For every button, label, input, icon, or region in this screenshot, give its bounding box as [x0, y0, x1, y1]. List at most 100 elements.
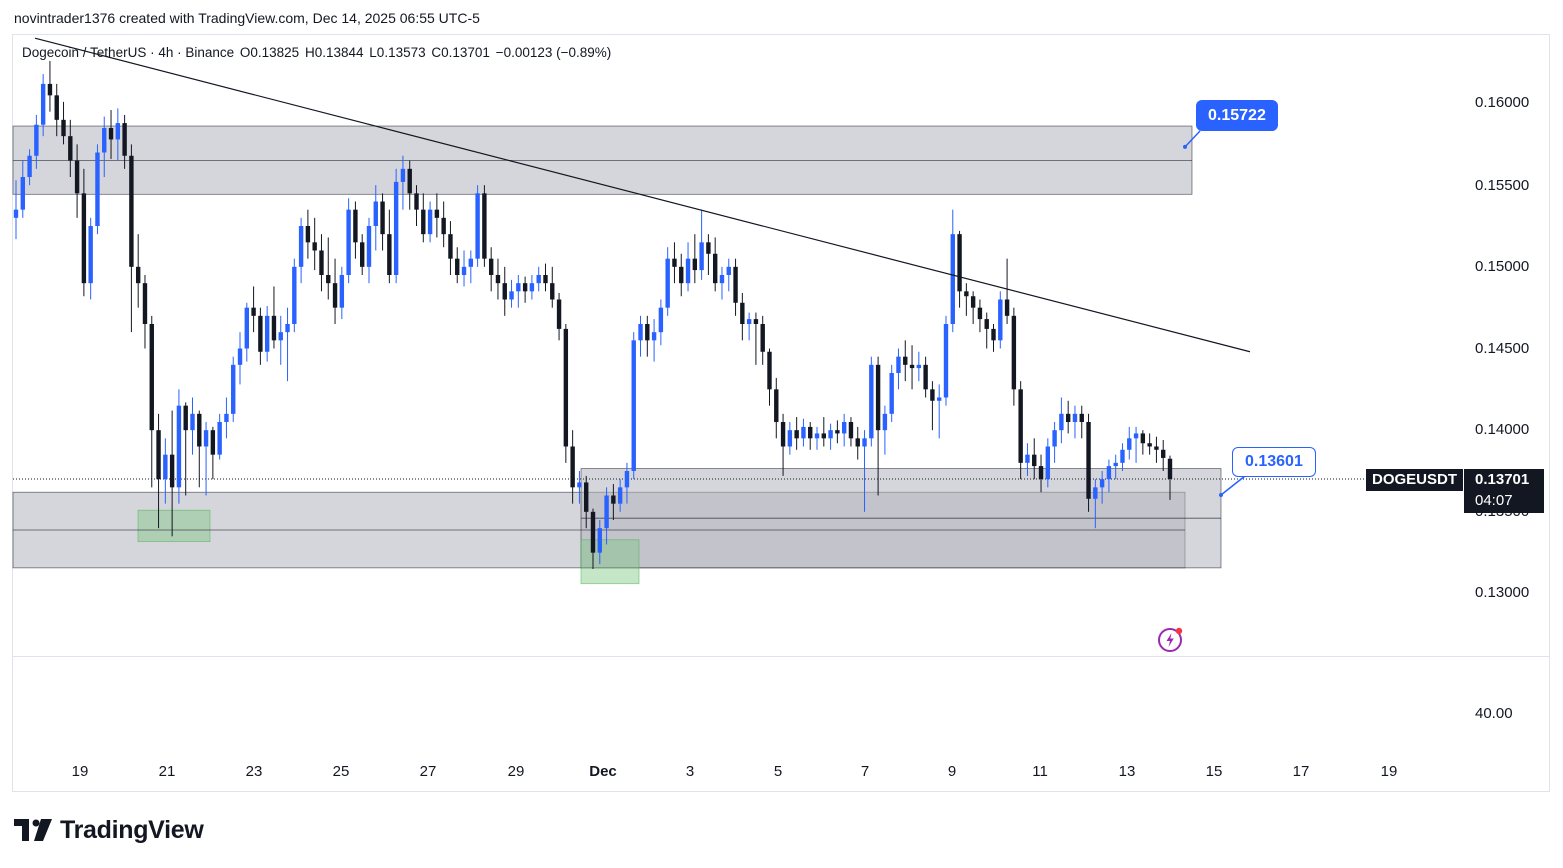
x-tick-label: 25 — [332, 763, 350, 780]
lower-price-callout[interactable]: 0.13601 — [1232, 447, 1316, 477]
candle — [1079, 405, 1084, 439]
candle — [617, 479, 623, 512]
candle — [163, 438, 168, 504]
candles-layer — [13, 61, 1173, 569]
symbol-legend[interactable]: Dogecoin / TetherUS · 4h · Binance O0.13… — [22, 45, 613, 60]
candle-body — [706, 242, 711, 254]
candle — [821, 417, 826, 447]
candle — [1018, 381, 1023, 480]
candle-body — [584, 482, 589, 512]
candle — [624, 462, 630, 504]
candle — [366, 217, 372, 284]
candle-body — [414, 193, 419, 210]
candle — [210, 426, 216, 480]
candle — [604, 487, 609, 545]
y-tick-label: 0.15000 — [1475, 258, 1530, 275]
candle — [855, 426, 860, 460]
candle — [183, 402, 188, 496]
candle-body — [1025, 454, 1030, 463]
x-tick-label: 5 — [773, 763, 783, 780]
candle — [149, 315, 154, 488]
candle — [380, 193, 385, 251]
candle-body — [726, 266, 731, 275]
candle — [991, 324, 996, 352]
candle-body — [1154, 446, 1159, 450]
candle — [814, 426, 820, 450]
candle-body — [699, 242, 704, 271]
candle — [421, 193, 426, 243]
candle — [516, 275, 521, 308]
candle-body — [448, 234, 453, 259]
x-tick-label: 15 — [1205, 763, 1223, 780]
candle — [88, 217, 93, 300]
candle — [27, 149, 32, 186]
candle-body — [495, 275, 501, 284]
lower-callout-anchor — [1219, 493, 1223, 497]
bar-countdown: 04:07 — [1475, 492, 1513, 509]
candle — [937, 384, 942, 439]
candle-body — [665, 258, 670, 308]
candle-body — [1018, 389, 1023, 463]
candle-body — [746, 319, 752, 324]
candle-body — [550, 283, 555, 300]
candle-body — [326, 275, 331, 284]
y-tick-label: 0.13000 — [1475, 584, 1530, 601]
chart-frame — [12, 34, 1550, 792]
candle-body — [740, 302, 745, 324]
candle — [543, 263, 548, 292]
legend-close: C0.13701 — [431, 45, 490, 60]
candle — [862, 430, 867, 512]
candle — [1045, 438, 1051, 488]
candle — [1127, 426, 1132, 460]
candle — [719, 266, 725, 300]
y-tick-label: 0.16000 — [1475, 94, 1530, 111]
candle-body — [210, 430, 216, 455]
lightning-icon[interactable] — [1157, 626, 1185, 654]
candle — [203, 422, 209, 496]
candle — [305, 209, 311, 259]
candle — [631, 332, 636, 480]
zones-layer — [12, 125, 1222, 585]
candle-body — [387, 234, 392, 275]
candle — [298, 217, 304, 284]
candle — [896, 348, 901, 390]
candle-body — [217, 422, 222, 455]
upper-price-callout[interactable]: 0.15722 — [1196, 100, 1278, 131]
candle — [47, 61, 53, 112]
candle — [930, 381, 935, 431]
tradingview-logo[interactable]: TradingView — [14, 815, 204, 845]
candle-body — [957, 234, 962, 292]
x-tick-label: 7 — [860, 763, 870, 780]
candle — [1093, 479, 1098, 529]
candle — [1106, 459, 1112, 493]
candle — [61, 101, 66, 145]
candle-body — [556, 299, 562, 329]
candle-body — [970, 296, 976, 308]
candle-body — [882, 413, 888, 431]
candle-body — [197, 413, 202, 447]
candle — [264, 306, 270, 362]
candle-body — [692, 258, 698, 271]
candle-body — [27, 155, 32, 177]
candle-body — [617, 487, 623, 504]
candle-body — [1045, 446, 1051, 480]
candle — [353, 201, 358, 259]
candle-body — [393, 181, 399, 275]
candle-body — [1140, 433, 1146, 444]
candle-body — [271, 315, 277, 341]
candle — [774, 377, 779, 439]
pane-separator[interactable] — [13, 656, 1549, 657]
x-tick-label: 13 — [1118, 763, 1136, 780]
ticker-tag: DOGEUSDT — [1366, 469, 1464, 491]
x-tick-label: 29 — [507, 763, 525, 780]
candle — [767, 348, 772, 406]
candle-body — [488, 258, 494, 275]
x-tick-label: 23 — [245, 763, 263, 780]
candle-body — [984, 319, 989, 329]
candle-body — [319, 250, 324, 275]
y-tick-label: 0.14000 — [1475, 421, 1530, 438]
candle — [529, 275, 535, 300]
candle-body — [407, 168, 412, 194]
candle — [285, 307, 290, 382]
